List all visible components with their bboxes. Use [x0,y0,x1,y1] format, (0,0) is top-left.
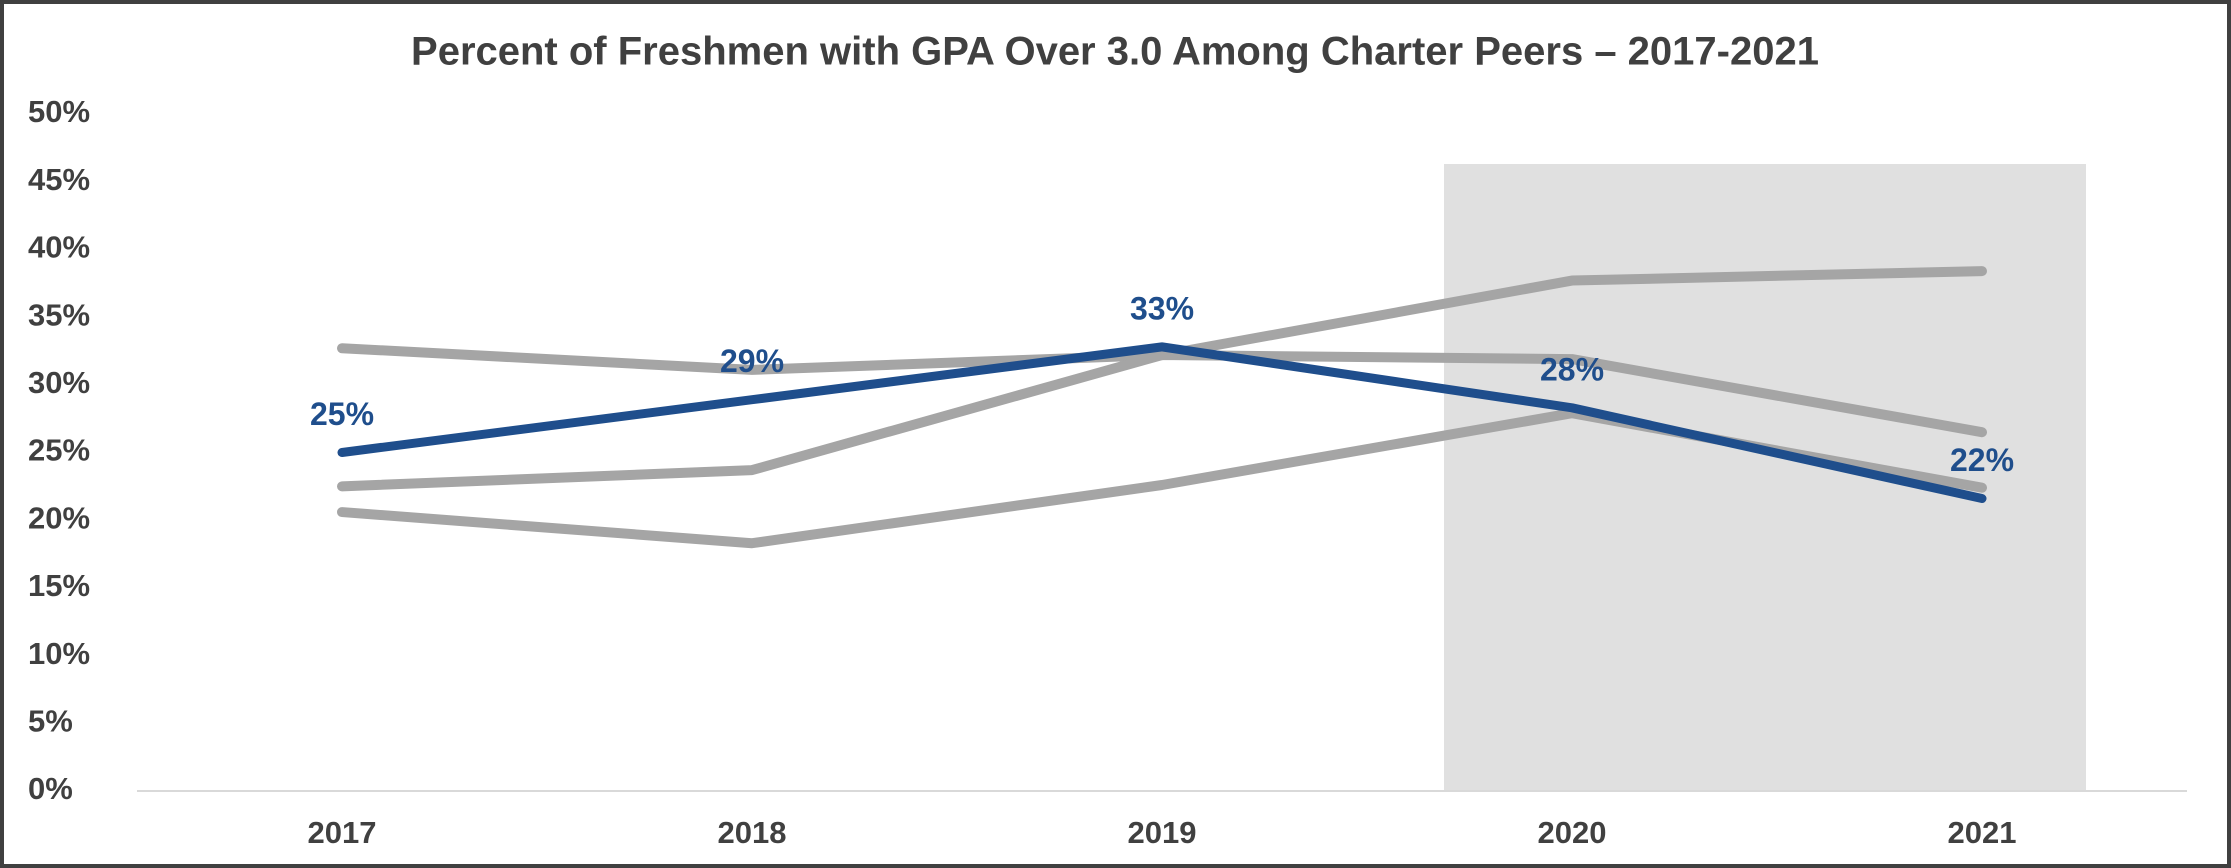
data-label: 25% [310,396,374,432]
y-tick-label: 50% [28,94,90,129]
data-label: 33% [1130,290,1194,326]
x-tick-label: 2017 [308,815,377,850]
y-tick-label: 40% [28,230,90,265]
y-tick-label: 5% [28,703,73,738]
chart-title: Percent of Freshmen with GPA Over 3.0 Am… [411,30,1819,74]
series-line [337,342,1987,504]
y-tick-label: 0% [28,771,73,806]
data-label: 29% [720,343,784,379]
y-tick-label: 35% [28,297,90,332]
x-tick-label: 2021 [1948,815,2017,850]
y-tick-label: 25% [28,433,90,468]
series-line [337,266,1987,492]
data-label: 28% [1540,351,1604,387]
y-tick-label: 15% [28,568,90,603]
x-tick-label: 2018 [718,815,787,850]
y-tick-label: 45% [28,162,90,197]
x-tick-label: 2019 [1128,815,1197,850]
data-label: 22% [1950,442,2014,478]
y-tick-label: 30% [28,365,90,400]
x-tick-label: 2020 [1538,815,1607,850]
y-tick-label: 20% [28,500,90,535]
y-tick-label: 10% [28,636,90,671]
